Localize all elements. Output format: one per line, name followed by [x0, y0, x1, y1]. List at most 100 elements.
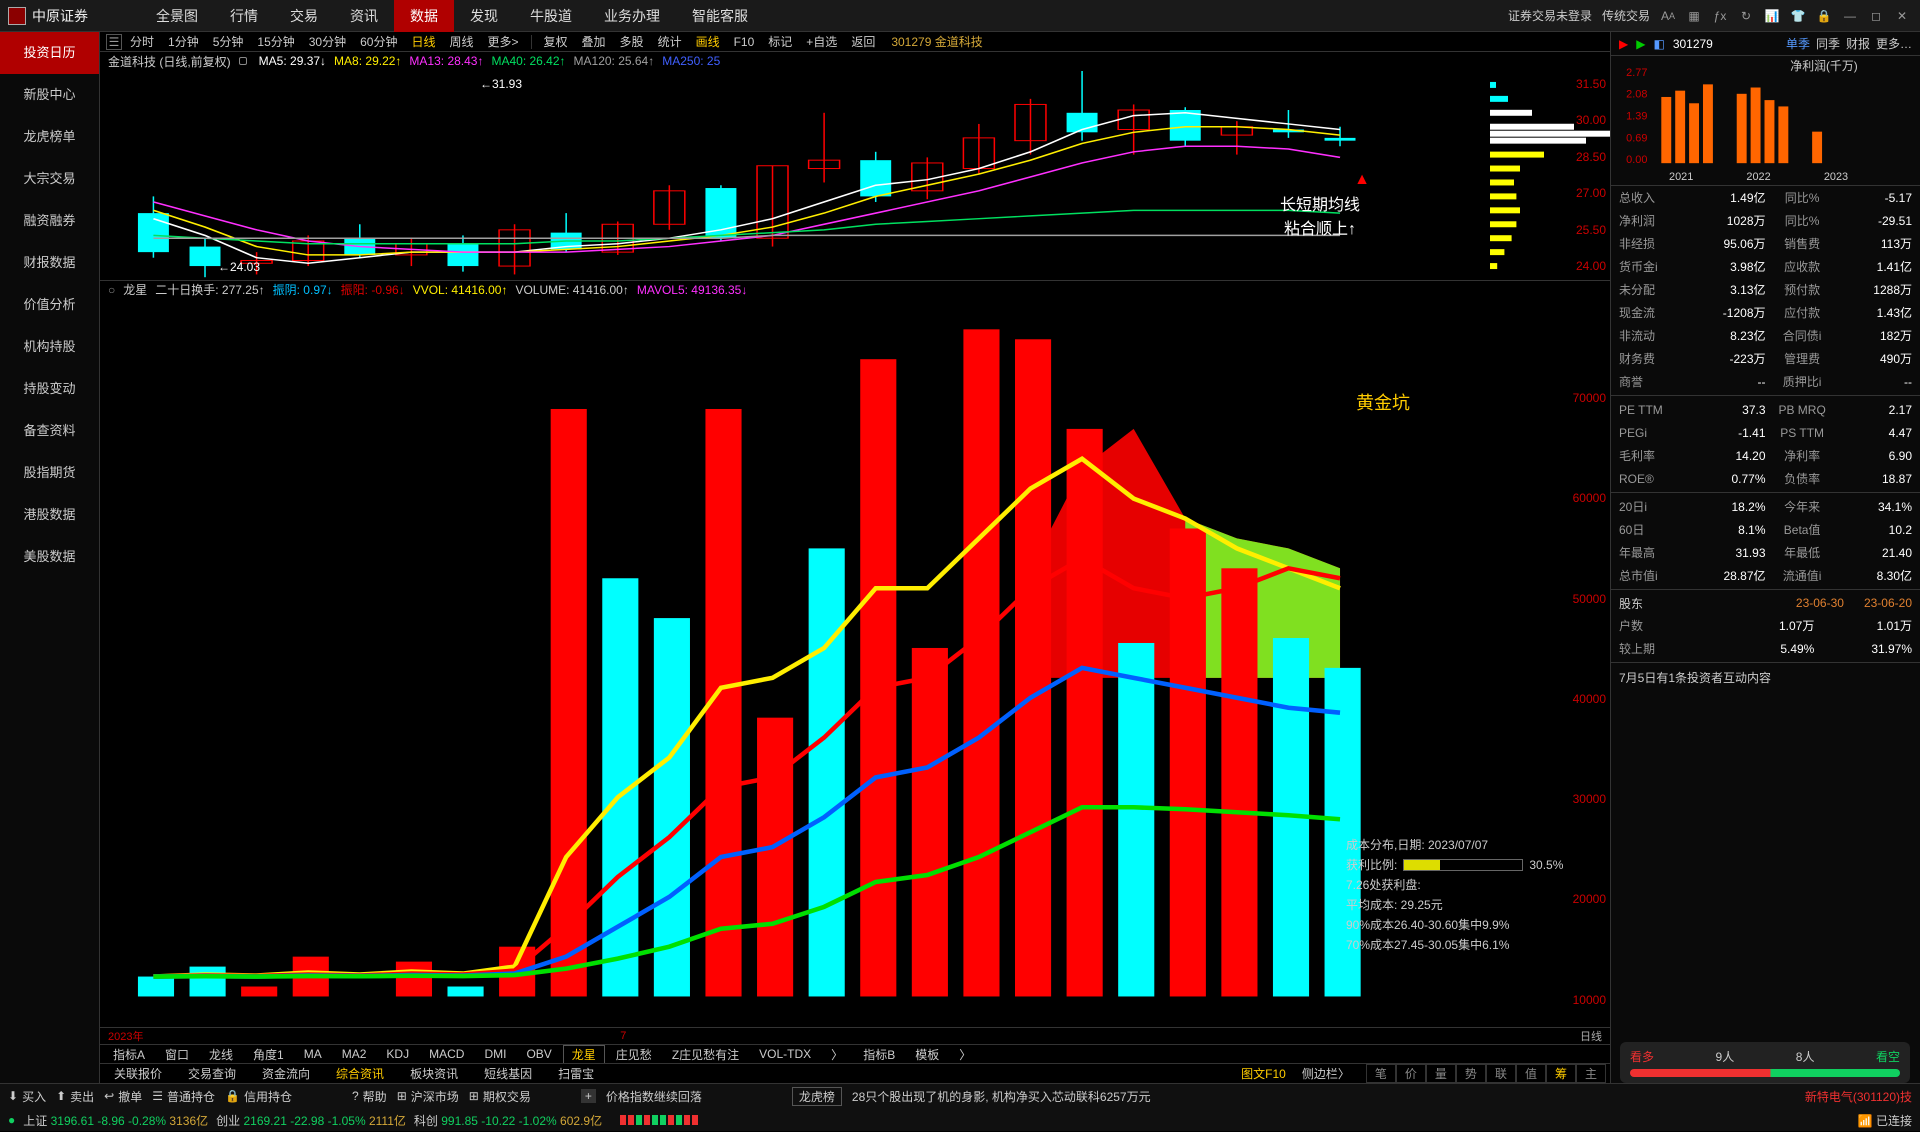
topnav-智能客服[interactable]: 智能客服 [676, 0, 764, 32]
tb-right-F10[interactable]: F10 [728, 35, 761, 49]
bottom-tab[interactable]: 综合资讯 [326, 1065, 394, 1082]
indicator-tab[interactable]: 指标B [854, 1045, 904, 1063]
sidebar-item[interactable]: 融资融券 [0, 200, 99, 242]
font-aa-icon[interactable]: AA [1660, 8, 1676, 24]
bottom-tab[interactable]: 板块资讯 [400, 1065, 468, 1082]
fx-icon[interactable]: ƒx [1712, 8, 1728, 24]
close-icon[interactable]: ✕ [1894, 8, 1910, 24]
minimize-icon[interactable]: — [1842, 8, 1858, 24]
mini-tab[interactable]: 势 [1456, 1064, 1486, 1083]
help-button[interactable]: ? 帮助 [352, 1088, 387, 1105]
mini-tab[interactable]: 值 [1516, 1064, 1546, 1083]
right-tab[interactable]: 财报 [1846, 35, 1870, 52]
right-tab[interactable]: 单季 [1786, 35, 1810, 52]
index-上证[interactable]: 上证 3196.61 -8.96 -0.28% 3136亿 [23, 1112, 208, 1129]
timeframe-60分钟[interactable]: 60分钟 [354, 33, 403, 50]
mini-tab[interactable]: 主 [1576, 1064, 1606, 1083]
tb-right-复权[interactable]: 复权 [538, 33, 574, 50]
credit-button[interactable]: 🔒 信用持仓 [225, 1088, 292, 1105]
sidepanel-toggle[interactable]: 侧边栏〉 [1302, 1065, 1350, 1082]
indicator-tab[interactable]: 〉 [822, 1045, 852, 1063]
sidebar-item[interactable]: 价值分析 [0, 284, 99, 326]
kline-chart[interactable] [100, 71, 1610, 280]
tb-right-统计[interactable]: 统计 [652, 33, 688, 50]
sidebar-item[interactable]: 备查资料 [0, 410, 99, 452]
bottom-tab[interactable]: 扫雷宝 [548, 1065, 604, 1082]
tb-right-多股[interactable]: 多股 [614, 33, 650, 50]
bottom-tab[interactable]: 资金流向 [252, 1065, 320, 1082]
topnav-交易[interactable]: 交易 [274, 0, 334, 32]
investor-news[interactable]: 7月5日有1条投资者互动内容 [1611, 665, 1920, 690]
tb-right-+自选[interactable]: +自选 [800, 33, 843, 50]
indicator-tab[interactable]: 庄见愁 [607, 1045, 661, 1063]
mini-tab[interactable]: 笔 [1366, 1064, 1396, 1083]
right-tab[interactable]: 同季 [1816, 35, 1840, 52]
sell-button[interactable]: ⬆ 卖出 [56, 1088, 94, 1105]
timeframe-30分钟[interactable]: 30分钟 [303, 33, 352, 50]
topnav-数据[interactable]: 数据 [394, 0, 454, 32]
bottom-tab[interactable]: 关联报价 [104, 1065, 172, 1082]
indicator-tab[interactable]: Z庄见愁有注 [663, 1045, 748, 1063]
sidebar-item[interactable]: 投资日历 [0, 32, 99, 74]
timeframe-日线[interactable]: 日线 [405, 33, 441, 50]
mini-tab[interactable]: 筹 [1546, 1064, 1576, 1083]
indicator-tab[interactable]: VOL-TDX [750, 1046, 820, 1062]
indicator-tab[interactable]: MACD [420, 1046, 473, 1062]
sidebar-item[interactable]: 新股中心 [0, 74, 99, 116]
indicator-tab[interactable]: 龙线 [200, 1045, 242, 1063]
refresh-icon[interactable]: ↻ [1738, 8, 1754, 24]
login-status[interactable]: 证券交易未登录 [1508, 7, 1592, 24]
cancel-order-button[interactable]: ↩ 撤单 [104, 1088, 142, 1105]
lock-icon[interactable]: 🔒 [1816, 8, 1832, 24]
timeframe-5分钟[interactable]: 5分钟 [207, 33, 250, 50]
bottom-tab[interactable]: 短线基因 [474, 1065, 542, 1082]
sidebar-item[interactable]: 大宗交易 [0, 158, 99, 200]
indicator-tab[interactable]: MA [295, 1046, 331, 1062]
trade-mode[interactable]: 传统交易 [1602, 7, 1650, 24]
tb-right-标记[interactable]: 标记 [762, 33, 798, 50]
index-创业[interactable]: 创业 2169.21 -22.98 -1.05% 2111亿 [216, 1112, 406, 1129]
sidebar-item[interactable]: 港股数据 [0, 494, 99, 536]
indicator-tab[interactable]: KDJ [377, 1046, 418, 1062]
topnav-发现[interactable]: 发现 [454, 0, 514, 32]
topnav-资讯[interactable]: 资讯 [334, 0, 394, 32]
timeframe-分时[interactable]: 分时 [124, 33, 160, 50]
buy-button[interactable]: ⬇ 买入 [8, 1088, 46, 1105]
sidebar-item[interactable]: 股指期货 [0, 452, 99, 494]
tb-right-画线[interactable]: 画线 [690, 33, 726, 50]
sidebar-item[interactable]: 财报数据 [0, 242, 99, 284]
timeframe-15分钟[interactable]: 15分钟 [251, 33, 300, 50]
drawer-icon[interactable]: ☰ [106, 34, 122, 50]
indicator-tab[interactable]: 〉 [950, 1045, 980, 1063]
topnav-行情[interactable]: 行情 [214, 0, 274, 32]
indicator-tab[interactable]: 龙星 [563, 1045, 605, 1063]
indicator-tab[interactable]: OBV [517, 1046, 560, 1062]
timeframe-1分钟[interactable]: 1分钟 [162, 33, 205, 50]
sidebar-item[interactable]: 美股数据 [0, 536, 99, 578]
bottom-tab[interactable]: 交易查询 [178, 1065, 246, 1082]
topnav-牛股道[interactable]: 牛股道 [514, 0, 588, 32]
options-button[interactable]: ⊞ 期权交易 [469, 1088, 531, 1105]
ss-market-button[interactable]: ⊞ 沪深市场 [397, 1088, 459, 1105]
tb-right-叠加[interactable]: 叠加 [576, 33, 612, 50]
indicator-tab[interactable]: MA2 [333, 1046, 376, 1062]
indicator-tab[interactable]: 窗口 [156, 1045, 198, 1063]
topnav-全景图[interactable]: 全景图 [140, 0, 214, 32]
right-tab[interactable]: 更多… [1876, 35, 1912, 52]
holdings-button[interactable]: ☰ 普通持仓 [152, 1088, 215, 1105]
lhb-tag[interactable]: 龙虎榜 [792, 1087, 842, 1106]
indicator-tab[interactable]: 模板 [906, 1045, 948, 1063]
sidebar-item[interactable]: 持股变动 [0, 368, 99, 410]
mini-tab[interactable]: 联 [1486, 1064, 1516, 1083]
indicator-tab[interactable]: 指标A [104, 1045, 154, 1063]
topnav-业务办理[interactable]: 业务办理 [588, 0, 676, 32]
stock-code[interactable]: 301279 [1673, 37, 1713, 51]
tb-right-返回[interactable]: 返回 [845, 33, 881, 50]
chart-icon[interactable]: 📊 [1764, 8, 1780, 24]
index-科创[interactable]: 科创 991.85 -10.22 -1.02% 602.9亿 [414, 1112, 602, 1129]
indicator-tab[interactable]: 角度1 [244, 1045, 293, 1063]
shirt-icon[interactable]: 👕 [1790, 8, 1806, 24]
f10-link[interactable]: 图文F10 [1241, 1065, 1286, 1082]
indicator-tab[interactable]: DMI [475, 1046, 515, 1062]
timeframe-更多>[interactable]: 更多> [482, 33, 525, 50]
